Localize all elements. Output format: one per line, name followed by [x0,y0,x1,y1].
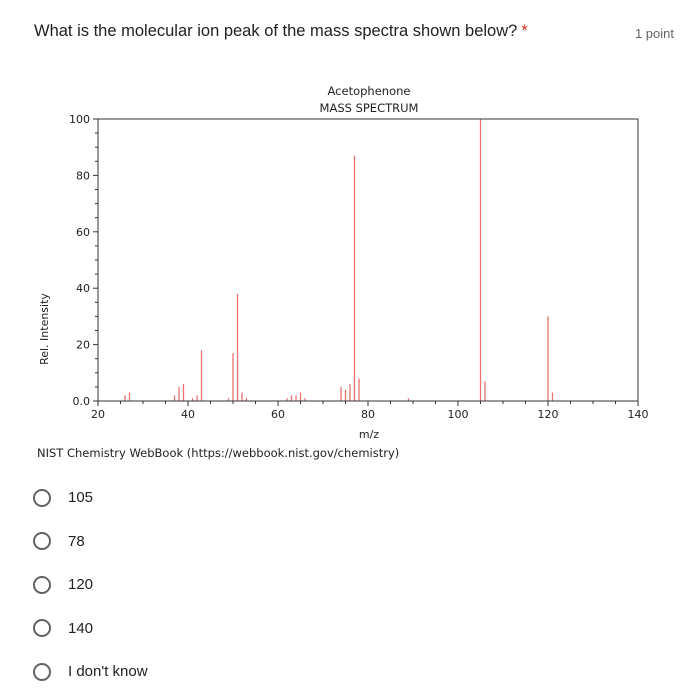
radio-button[interactable] [33,619,51,638]
radio-button[interactable] [33,662,51,681]
radio-button[interactable] [33,488,51,507]
option-120[interactable]: 120 [33,563,148,607]
option-140[interactable]: 140 [33,607,148,651]
option-label: 78 [68,532,85,550]
x-tick-label: 140 [628,408,649,421]
chart-title: Acetophenone [328,84,411,98]
answer-options: 105 78 120 140 I don't know [33,476,148,694]
option-label: 120 [68,576,94,594]
option-105[interactable]: 105 [33,476,148,520]
y-tick-label: 100 [69,113,90,126]
y-tick-label: 40 [76,282,90,295]
x-tick-label: 20 [91,408,105,421]
option-label: I don't know [68,663,148,681]
option-78[interactable]: 78 [33,520,148,564]
radio-button[interactable] [33,532,51,551]
plot-frame [97,118,639,402]
y-tick-label: 80 [76,169,90,182]
option-label: 140 [68,619,94,637]
points-label: 1 point [634,26,674,41]
y-axis-label: Rel. Intensity [38,293,51,365]
x-tick-label: 100 [448,408,469,421]
y-tick-label: 60 [76,226,90,239]
peaks-group [124,119,554,401]
y-tick-label: 20 [76,339,90,352]
source-credit: NIST Chemistry WebBook (https://webbook.… [37,446,400,460]
radio-button[interactable] [33,575,51,594]
chart-subtitle: MASS SPECTRUM [320,101,419,115]
x-tick-label: 120 [538,408,559,421]
x-tick-label: 40 [181,408,195,421]
question-text: What is the molecular ion peak of the ma… [34,22,518,40]
x-tick-label: 80 [361,408,375,421]
option-label: 105 [68,489,94,507]
x-axis-label: m/z [359,428,379,441]
option-dont-know[interactable]: I don't know [33,650,148,694]
y-tick-label: 0.0 [73,395,91,408]
question-title: What is the molecular ion peak of the ma… [34,22,528,41]
x-tick-label: 60 [271,408,285,421]
mass-spectrum-svg: Acetophenone MASS SPECTRUM Rel. Intensit… [38,84,649,441]
mass-spectrum-chart: Acetophenone MASS SPECTRUM Rel. Intensit… [0,70,692,450]
required-mark: * [521,22,528,40]
